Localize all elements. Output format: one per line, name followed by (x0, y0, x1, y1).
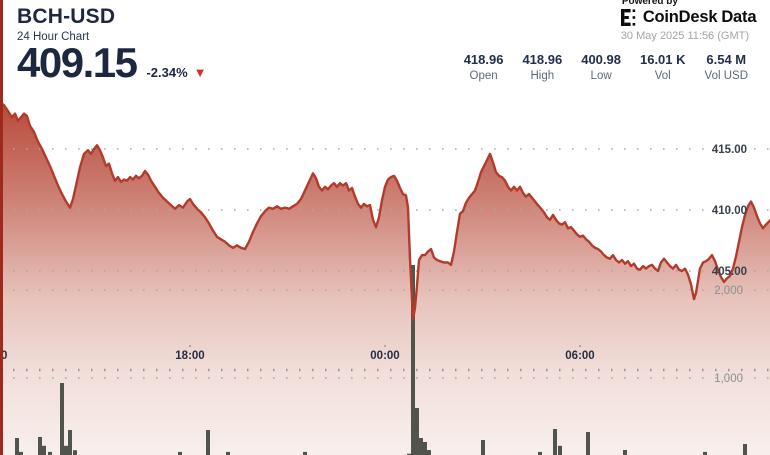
stat-vol-value: 16.01 K (639, 52, 686, 67)
powered-by-label: Powered by (621, 0, 678, 7)
svg-text:00:00: 00:00 (370, 350, 399, 362)
stat-vol-usd-value: 6.54 M (706, 52, 747, 67)
price-line-layer (0, 101, 770, 321)
svg-text:0: 0 (1, 350, 7, 362)
svg-text:06:00: 06:00 (565, 350, 594, 362)
header-right: Powered by CoinDesk Data 30 May 2025 11:… (620, 0, 762, 42)
stat-vol-label: Vol (654, 70, 671, 82)
stat-low-label: Low (590, 70, 612, 82)
timestamp: 30 May 2025 11:56 (GMT) (620, 30, 749, 42)
header-left: BCH-USD 24 Hour Chart (17, 5, 115, 43)
stat-vol-usd-label: Vol USD (704, 70, 748, 82)
stat-open: 418.96 Open (464, 52, 504, 82)
svg-text:2,000: 2,000 (714, 285, 743, 297)
stat-low-value: 400.98 (581, 52, 621, 67)
gridlines-layer (0, 148, 770, 379)
price-change: -2.34% (146, 65, 188, 80)
stat-high-value: 418.96 (522, 52, 563, 67)
brand-suffix: Data (721, 8, 757, 26)
stats-row: 418.96 Open 418.96 High 400.98 Low 16.01… (464, 52, 748, 82)
stat-low: 400.98 Low (581, 52, 621, 82)
svg-text:405.00: 405.00 (712, 266, 747, 278)
stat-vol-usd: 6.54 M Vol USD (705, 52, 748, 82)
svg-text:18:00: 18:00 (175, 350, 204, 362)
down-triangle-icon: ▼ (193, 65, 207, 80)
svg-text:1,000: 1,000 (714, 373, 743, 385)
symbol-title: BCH-USD (17, 5, 116, 28)
chart-subtitle: 24 Hour Chart (17, 31, 90, 43)
stat-high: 418.96 High (522, 52, 562, 82)
left-accent-bar (0, 0, 3, 455)
axis-labels-layer: 415.00 410.00 405.00 2,000 1,000 0 18:00 00:00 0… (1, 144, 747, 385)
volume-bars-layer (15, 265, 747, 455)
area-layer (0, 102, 770, 455)
price-row: 409.15 -2.34% ▼ (17, 42, 207, 84)
brand-name: CoinDesk (642, 8, 718, 26)
brand-row: CoinDesk Data (620, 8, 762, 27)
stat-open-label: Open (469, 70, 498, 82)
svg-text:410.00: 410.00 (712, 205, 747, 217)
coindesk-logo-icon (620, 9, 636, 26)
stat-high-label: High (530, 70, 555, 82)
stat-vol: 16.01 K Vol (640, 52, 686, 82)
stat-open-value: 418.96 (463, 52, 504, 67)
current-price: 409.15 (17, 39, 138, 86)
svg-text:415.00: 415.00 (712, 144, 747, 156)
